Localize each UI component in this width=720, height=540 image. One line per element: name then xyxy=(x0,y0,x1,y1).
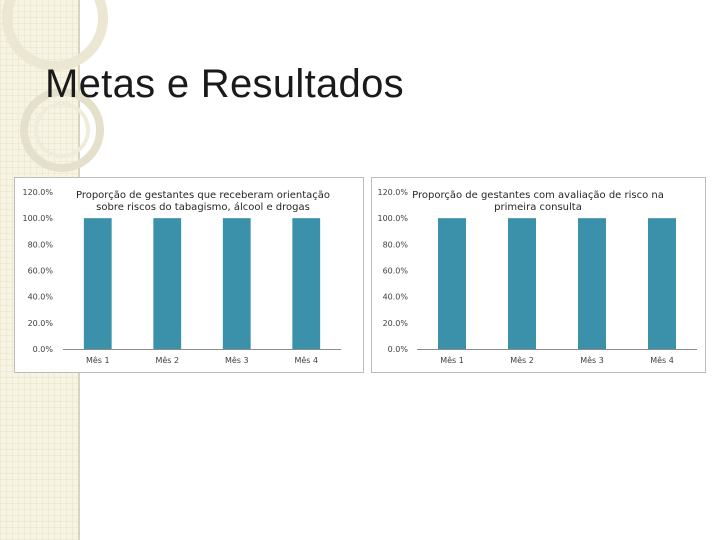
y-tick-label: 20.0% xyxy=(28,319,54,328)
x-tick-label: Mês 2 xyxy=(510,355,534,365)
chart-panel-orientacao: 0.0% 20.0% 40.0% 60.0% 80.0% 100.0% 120.0% Mês … xyxy=(14,177,364,373)
bar xyxy=(508,218,536,349)
bar xyxy=(153,218,182,349)
chart-title: primeira consulta xyxy=(494,202,582,213)
bar xyxy=(438,218,466,349)
y-tick-label: 100.0% xyxy=(22,214,53,223)
x-tick-label: Mês 1 xyxy=(86,355,110,365)
x-tick-label: Mês 2 xyxy=(155,355,179,365)
y-tick-label: 100.0% xyxy=(377,214,408,223)
y-tick-label: 60.0% xyxy=(383,267,409,276)
x-tick-label: Mês 3 xyxy=(225,355,249,365)
y-tick-label: 0.0% xyxy=(388,345,409,354)
x-tick-label: Mês 1 xyxy=(440,355,464,365)
y-tick-label: 120.0% xyxy=(22,188,53,197)
bar xyxy=(578,218,606,349)
bar xyxy=(222,218,251,349)
bar-chart-orientacao: 0.0% 20.0% 40.0% 60.0% 80.0% 100.0% 120.0% Mês … xyxy=(22,188,341,365)
decorative-circles xyxy=(2,0,108,172)
y-tick-label: 80.0% xyxy=(383,240,409,249)
page-title: Metas e Resultados xyxy=(45,62,404,106)
y-tick-label: 120.0% xyxy=(377,188,408,197)
y-tick-label: 20.0% xyxy=(383,319,409,328)
x-tick-label: Mês 4 xyxy=(650,355,674,365)
y-tick-label: 40.0% xyxy=(383,293,409,302)
chart-panel-avaliacao-risco: 0.0% 20.0% 40.0% 60.0% 80.0% 100.0% 120.0% Mês … xyxy=(371,177,706,373)
bar xyxy=(83,218,112,349)
bar xyxy=(292,218,321,349)
chart-title: Proporção de gestantes com avaliação de … xyxy=(412,190,664,201)
chart-title: sobre riscos do tabagismo, álcool e drog… xyxy=(96,201,310,213)
bar xyxy=(648,218,676,349)
bar-chart-avaliacao-risco: 0.0% 20.0% 40.0% 60.0% 80.0% 100.0% 120.0% Mês … xyxy=(377,188,697,365)
y-tick-label: 60.0% xyxy=(28,267,54,276)
chart-title: Proporção de gestantes que receberam ori… xyxy=(76,190,330,201)
y-tick-label: 40.0% xyxy=(28,293,54,302)
y-tick-label: 80.0% xyxy=(28,240,54,249)
x-tick-label: Mês 4 xyxy=(294,355,318,365)
y-tick-label: 0.0% xyxy=(33,345,54,354)
x-tick-label: Mês 3 xyxy=(580,355,604,365)
